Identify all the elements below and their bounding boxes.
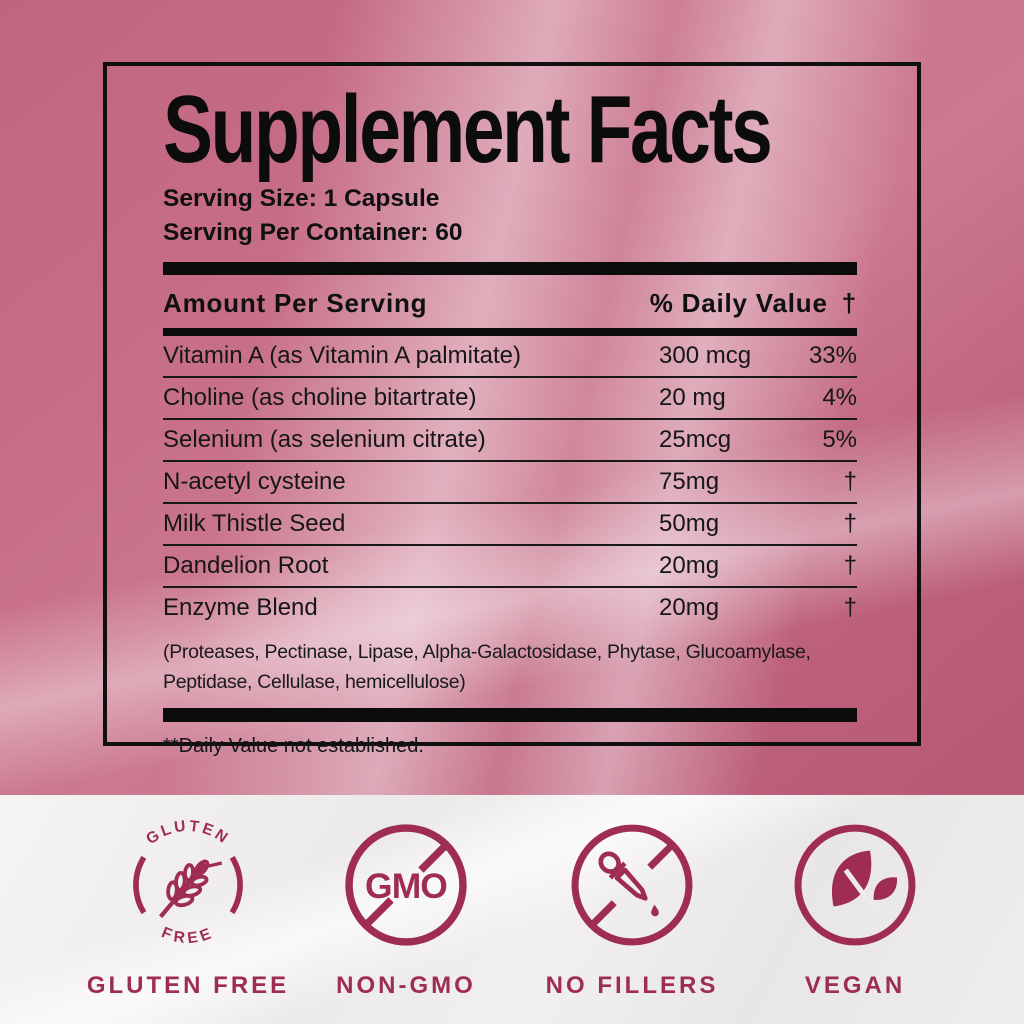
nutrient-table: Vitamin A (as Vitamin A palmitate) 300 m…: [163, 336, 857, 628]
supplement-facts-panel: Supplement Facts Serving Size: 1 Capsule…: [103, 62, 921, 757]
svg-text:GLUTEN: GLUTEN: [143, 818, 233, 848]
serving-size: Serving Size: 1 Capsule: [163, 185, 440, 212]
divider-bar-medium: [163, 328, 857, 336]
pink-gradient-background: [0, 0, 1024, 795]
dagger-symbol: †: [841, 288, 857, 318]
gluten-free-wheat-icon: GLUTEN FREE: [117, 814, 259, 956]
table-row: Vitamin A (as Vitamin A palmitate) 300 m…: [163, 336, 857, 378]
table-row: Selenium (as selenium citrate) 25mcg 5%: [163, 420, 857, 462]
table-row: N-acetyl cysteine 75mg †: [163, 462, 857, 504]
table-row: Milk Thistle Seed 50mg †: [163, 504, 857, 546]
enzyme-blend-note: (Proteases, Pectinase, Lipase, Alpha-Gal…: [163, 641, 811, 693]
badge-non-gmo: GMO NON-GMO: [296, 814, 516, 1000]
badge-label: GLUTEN FREE: [86, 972, 290, 999]
no-fillers-dropper-icon: [562, 814, 702, 956]
daily-value-footnote: **Daily Value not established.: [163, 735, 424, 757]
badge-no-fillers: NO FILLERS: [522, 814, 742, 1000]
table-row: Dandelion Root 20mg †: [163, 546, 857, 588]
column-header-amount: Amount Per Serving: [163, 288, 428, 318]
svg-text:GMO: GMO: [365, 866, 447, 906]
badge-vegan: VEGAN: [745, 814, 965, 1000]
badge-label: NO FILLERS: [545, 972, 719, 999]
no-gmo-icon: GMO: [336, 814, 476, 956]
badge-label: VEGAN: [804, 972, 906, 999]
badge-gluten-free: GLUTEN FREE GLUTEN FREE: [78, 814, 298, 1000]
divider-bar-bottom: [163, 708, 857, 722]
svg-text:FREE: FREE: [159, 924, 217, 947]
table-row: Choline (as choline bitartrate) 20 mg 4%: [163, 378, 857, 420]
table-row: Enzyme Blend 20mg †: [163, 594, 857, 621]
column-header-daily-value: % Daily Value †: [649, 288, 857, 318]
panel-title: Supplement Facts: [163, 76, 773, 183]
servings-per-container: Serving Per Container: 60: [163, 219, 463, 246]
vegan-leaves-icon: [785, 814, 925, 956]
badge-label: NON-GMO: [336, 972, 476, 999]
divider-bar-thick: [163, 262, 857, 275]
gray-footer-background: [0, 795, 1024, 1024]
